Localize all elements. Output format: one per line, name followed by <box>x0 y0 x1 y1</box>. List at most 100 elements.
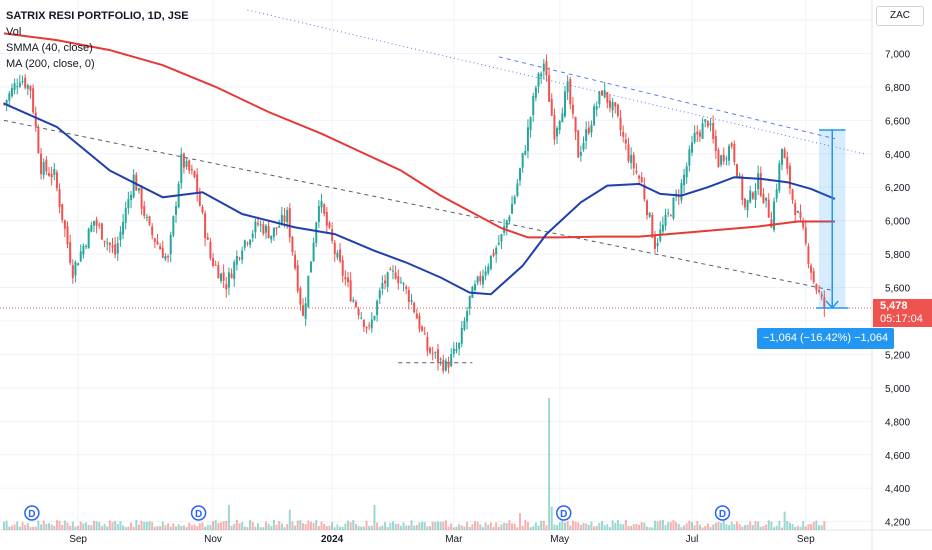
volume-bar <box>815 520 818 530</box>
candle-body <box>624 139 627 144</box>
volume-bar <box>664 524 667 530</box>
candle-body <box>545 61 548 76</box>
candle-body <box>24 77 27 88</box>
currency-button[interactable]: ZAC <box>876 6 924 26</box>
candle-body <box>534 87 537 98</box>
candle-body <box>140 187 143 209</box>
price-axis[interactable]: 7,2007,0006,8006,6006,4006,2006,0005,800… <box>885 16 910 529</box>
candle-body <box>606 92 609 103</box>
volume-bar <box>471 524 474 530</box>
volume-bar <box>460 525 463 530</box>
candle-body <box>127 199 130 209</box>
candle-body <box>270 235 273 240</box>
candle-body <box>759 173 762 196</box>
candle-body <box>550 98 553 116</box>
candle-body <box>26 84 29 89</box>
candle-body <box>706 121 709 127</box>
candle-body <box>349 280 352 302</box>
candle-body <box>209 241 212 259</box>
candle-body <box>548 75 551 102</box>
y-tick-label: 6,400 <box>885 150 910 161</box>
volume-bar <box>807 524 810 530</box>
legend-vol[interactable]: Vol <box>6 26 22 38</box>
volume-bar <box>611 520 614 530</box>
candle-body <box>598 91 601 105</box>
candle-body <box>450 354 453 366</box>
volume-bar <box>751 525 754 530</box>
candle-body <box>508 216 511 222</box>
volume-bar <box>264 521 267 530</box>
candle-body <box>574 116 577 133</box>
x-tick-label: May <box>550 534 569 545</box>
volume-bar <box>87 524 90 530</box>
candle-body <box>611 102 614 111</box>
candle-body <box>481 276 484 285</box>
volume-bar <box>116 524 119 530</box>
candle-body <box>664 214 667 226</box>
candle-body <box>434 352 437 354</box>
volume-bar <box>114 520 117 530</box>
dividend-marker-icon[interactable]: D <box>556 505 572 521</box>
volume-bar <box>783 511 786 530</box>
volume-bar <box>820 525 823 530</box>
volume-bar <box>119 521 122 530</box>
candle-body <box>79 251 82 262</box>
candle-body <box>439 358 442 360</box>
dividend-marker-icon[interactable]: D <box>714 505 731 521</box>
candle-body <box>754 190 757 201</box>
upper-channel-line <box>247 9 865 155</box>
candle-body <box>458 343 461 349</box>
volume-bar <box>466 521 469 530</box>
volume-bar <box>685 523 688 530</box>
volume-bar <box>175 526 177 530</box>
time-axis[interactable]: Sep Nov 2024 Mar May Jul Sep <box>69 534 815 545</box>
volume-bar <box>16 521 19 530</box>
candle-body <box>622 131 625 137</box>
candle-body <box>103 240 106 243</box>
legend-smma[interactable]: SMMA (40, close) <box>6 42 93 54</box>
volume-bar <box>288 509 291 530</box>
candle-body <box>360 317 363 319</box>
volume-bar <box>21 522 24 530</box>
svg-text:D: D <box>560 509 567 520</box>
candle-body <box>722 154 725 162</box>
candle-body <box>394 272 397 279</box>
candle-body <box>262 224 265 234</box>
dividend-marker-icon[interactable]: D <box>24 505 40 521</box>
measure-tool[interactable] <box>816 129 849 310</box>
candle-body <box>725 158 728 160</box>
candle-body <box>137 188 140 191</box>
candle-body <box>423 333 426 335</box>
volume-bar <box>214 520 217 530</box>
dividend-marker-icon[interactable]: D <box>190 505 207 521</box>
x-tick-label: Jul <box>686 534 699 545</box>
candle-body <box>53 169 56 175</box>
y-tick-label: 4,800 <box>885 417 910 428</box>
volume-bar <box>643 522 646 530</box>
volume-bar <box>315 520 318 530</box>
volume-bar <box>415 524 418 530</box>
candle-body <box>743 198 746 208</box>
volume-bar <box>651 527 654 530</box>
candle-body <box>497 242 500 245</box>
candle-body <box>616 104 619 116</box>
candle-body <box>489 255 492 269</box>
volume-bar <box>336 524 339 530</box>
symbol-title[interactable]: SATRIX RESI PORTFOLIO, 1D, JSE <box>6 10 189 22</box>
volume-bar <box>481 527 484 530</box>
volume-bar <box>233 523 236 530</box>
candle-body <box>468 295 471 309</box>
volume-bar <box>309 521 312 530</box>
legend-ma[interactable]: MA (200, close, 0) <box>6 58 95 70</box>
ma-200-line <box>3 32 835 239</box>
volume-bar <box>725 524 728 530</box>
candle-body <box>95 219 98 226</box>
volume-bar <box>648 527 651 530</box>
volume-bar <box>45 523 48 530</box>
volume-bar <box>529 527 532 530</box>
candle-body <box>540 73 543 77</box>
candle-body <box>704 119 707 122</box>
volume-bar <box>608 527 611 530</box>
